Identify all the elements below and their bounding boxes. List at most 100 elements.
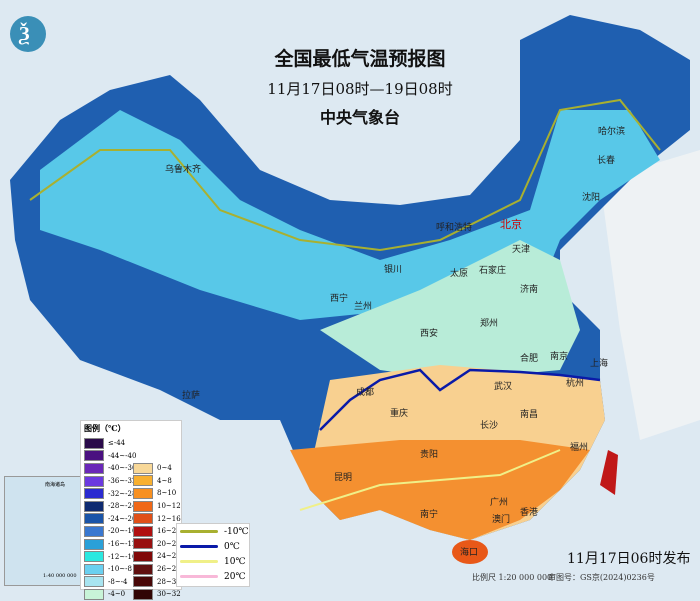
legend-label: -20~-16 xyxy=(108,527,137,536)
legend-swatch xyxy=(84,462,104,474)
legend-item: -8~-4 xyxy=(84,576,136,589)
legend-swatch xyxy=(84,437,104,449)
legend-swatch xyxy=(84,450,104,462)
legend-swatch xyxy=(84,563,104,575)
legend-label: 24~26 xyxy=(157,552,181,561)
legend-swatch xyxy=(133,500,153,512)
legend-item: 10~12 xyxy=(133,500,181,513)
legend-swatch xyxy=(84,488,104,500)
isoline-legend-item: 0℃ xyxy=(177,539,249,554)
legend-label: -32~-28 xyxy=(108,489,137,498)
neighbor-land xyxy=(600,150,700,440)
legend-item: -24~-20 xyxy=(84,513,136,526)
city-label: 贵阳 xyxy=(420,450,439,460)
legend-swatch xyxy=(84,513,104,525)
isoline-legend-item: 10℃ xyxy=(177,554,249,569)
legend-label: ≤-44 xyxy=(108,439,126,448)
legend-item: 12~16 xyxy=(133,512,181,525)
isoline-label: 10℃ xyxy=(224,556,246,567)
legend-label: 12~16 xyxy=(157,514,181,523)
city-label: 澳门 xyxy=(492,515,511,525)
legend-item: 20~24 xyxy=(133,538,181,551)
legend-swatch xyxy=(133,550,153,562)
isoline-10c xyxy=(299,449,561,511)
legend-label: 30~32 xyxy=(157,590,181,599)
city-label: 西宁 xyxy=(330,294,349,304)
legend-label: 26~28 xyxy=(157,565,181,574)
legend-swatch xyxy=(84,538,104,550)
city-label: 南昌 xyxy=(520,410,539,420)
hainan xyxy=(452,540,488,564)
city-label: 广州 xyxy=(490,498,509,508)
city-label: 济南 xyxy=(520,285,539,295)
legend-swatch xyxy=(133,513,153,525)
isoline-label: 20℃ xyxy=(224,571,246,582)
isoline-label: 0℃ xyxy=(224,541,240,552)
city-label: 福州 xyxy=(570,443,589,453)
city-label: 成都 xyxy=(356,388,375,398)
legend-label: -4~0 xyxy=(108,590,126,599)
legend-swatch xyxy=(133,576,153,588)
legend-warm-column: 0~4 4~8 8~10 10~12 12~16 16~20 20~24 24~26 26~28… xyxy=(133,462,181,601)
city-label: 西安 xyxy=(420,329,439,339)
legend-swatch xyxy=(84,500,104,512)
legend-item: 30~32 xyxy=(133,588,181,601)
city-label: 天津 xyxy=(512,245,531,255)
city-label: 香港 xyxy=(520,508,539,518)
legend-label: 10~12 xyxy=(157,502,181,511)
issue-time: 11月17日06时发布 xyxy=(567,551,691,567)
city-label: 乌鲁木齐 xyxy=(165,165,202,175)
legend-swatch xyxy=(133,588,153,600)
legend-item: -12~-10 xyxy=(84,550,136,563)
legend-item: -28~-24 xyxy=(84,500,136,513)
city-label: 兰州 xyxy=(354,302,373,312)
legend-label: 16~20 xyxy=(157,527,181,536)
legend-swatch xyxy=(84,475,104,487)
inset-scale: 1:40 000 000 xyxy=(43,573,77,579)
city-label: 南京 xyxy=(550,352,569,362)
legend-swatch xyxy=(133,525,153,537)
isoline-minus10c xyxy=(29,98,661,252)
legend-item: -40~-36 xyxy=(84,462,136,475)
legend-label: -40~-36 xyxy=(108,464,137,473)
legend-label: 28~30 xyxy=(157,577,181,586)
legend-label: -8~-4 xyxy=(108,577,128,586)
legend-item: 16~20 xyxy=(133,525,181,538)
city-label: 长春 xyxy=(597,156,616,166)
city-label: 武汉 xyxy=(494,382,513,392)
legend-item: -20~-16 xyxy=(84,525,136,538)
legend-swatch xyxy=(84,551,104,563)
city-label: 石家庄 xyxy=(479,266,507,276)
legend-item: 26~28 xyxy=(133,563,181,576)
legend-label: -28~-24 xyxy=(108,502,137,511)
legend-label: -36~-32 xyxy=(108,477,137,486)
isoline-swatch xyxy=(180,560,218,563)
isoline-legend: -10℃ 0℃ 10℃ 20℃ xyxy=(176,523,250,587)
legend-item: ≤-44 xyxy=(84,437,136,450)
city-label: 沈阳 xyxy=(582,193,601,203)
isoline-legend-item: -10℃ xyxy=(177,524,249,539)
isoline-swatch xyxy=(180,530,218,533)
legend-swatch xyxy=(133,487,153,499)
legend-swatch xyxy=(133,462,153,474)
legend-label: 20~24 xyxy=(157,539,181,548)
map-title: 全国最低气温预报图 xyxy=(274,48,446,70)
isoline-0c xyxy=(319,368,601,431)
legend-item: 8~10 xyxy=(133,487,181,500)
legend-label: -44~-40 xyxy=(108,451,137,460)
legend-item: 4~8 xyxy=(133,475,181,488)
review-number: 审图号：GS京(2024)0236号 xyxy=(548,573,655,582)
inset-title: 南海诸岛 xyxy=(45,482,66,488)
city-label: 杭州 xyxy=(566,379,585,389)
isoline-label: -10℃ xyxy=(224,526,249,537)
legend: 图例（℃） ≤-44 -44~-40 -40~-36 -36~-32 -32~-28 -2… xyxy=(80,420,182,600)
city-label: 南宁 xyxy=(420,510,439,520)
isoline-swatch xyxy=(180,575,218,578)
city-label: 太原 xyxy=(450,269,469,279)
legend-item: 24~26 xyxy=(133,550,181,563)
legend-label: 4~8 xyxy=(157,476,172,485)
city-label: 北京 xyxy=(500,218,522,231)
forecast-period: 11月17日08时—19日08时 xyxy=(267,80,453,98)
legend-item: -4~0 xyxy=(84,588,136,601)
legend-label: -16~-12 xyxy=(108,540,137,549)
